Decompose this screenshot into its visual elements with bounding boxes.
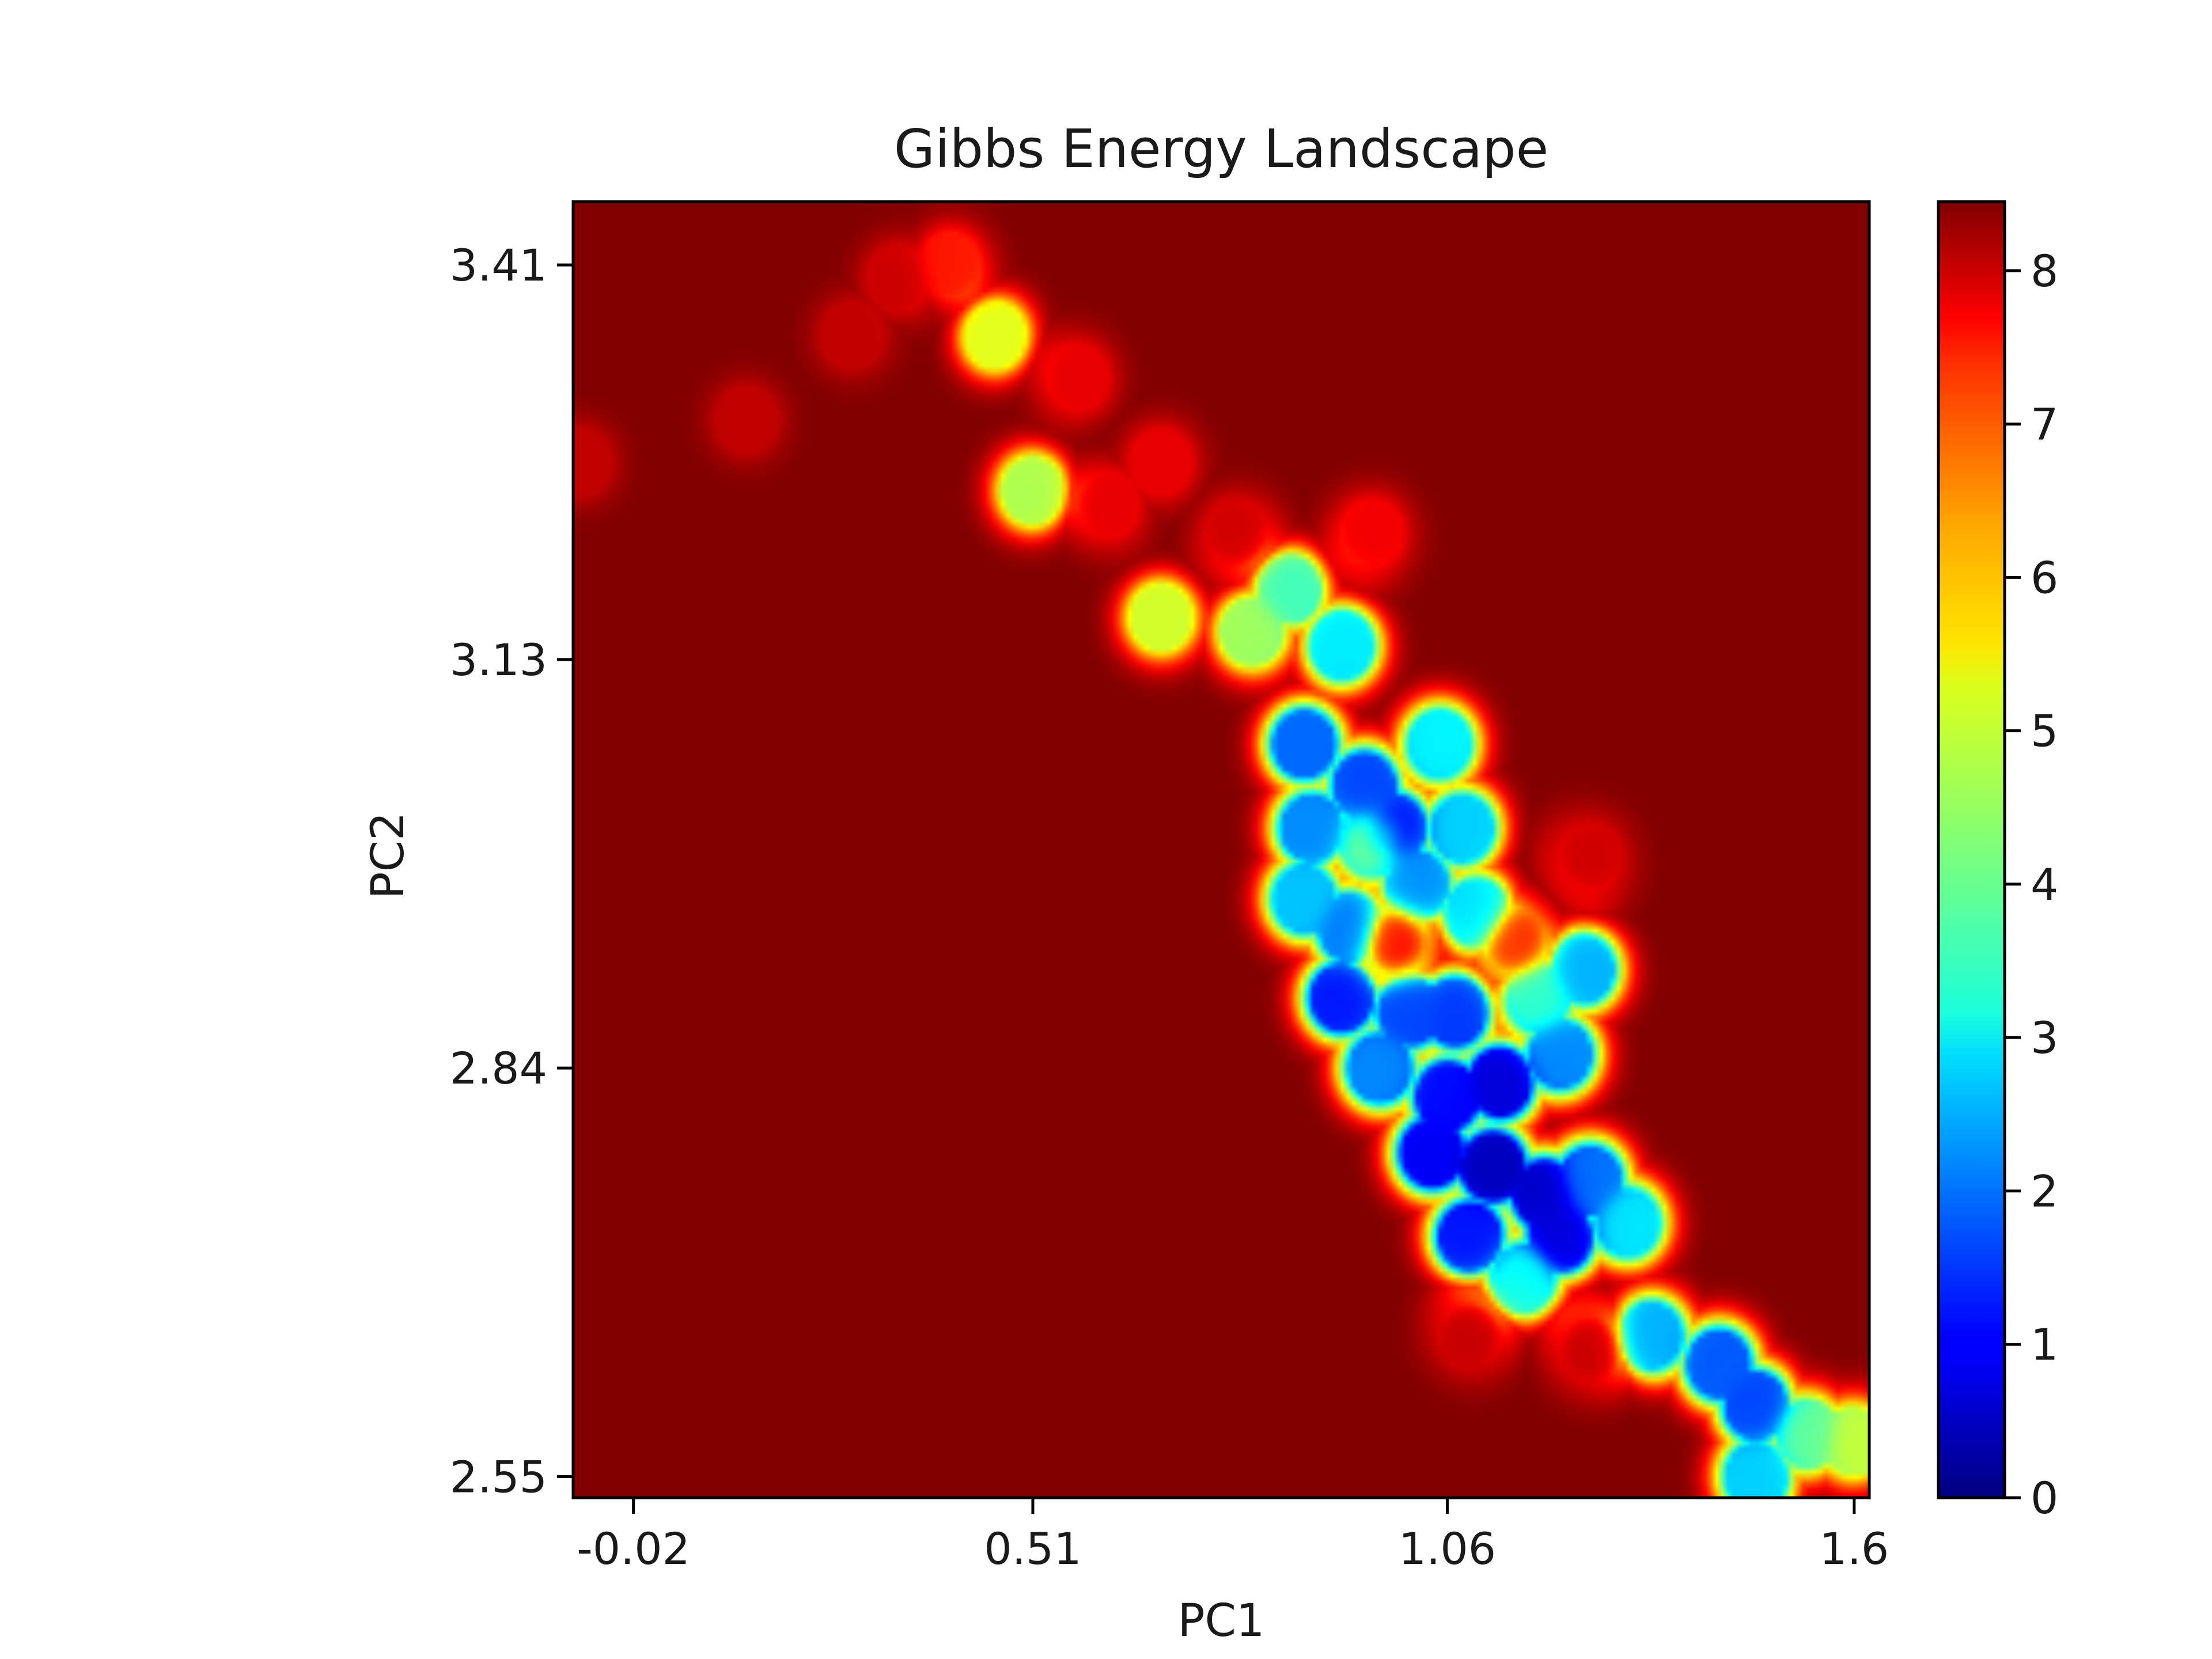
colorbar-tick-label: 2 [2031, 1165, 2058, 1217]
chart-title: Gibbs Energy Landscape [894, 118, 1548, 180]
x-tick-label: 1.06 [1399, 1523, 1496, 1574]
colorbar: 0 1 2 3 4 5 6 7 8 [1937, 200, 2058, 1524]
colorbar-tick-label: 0 [2031, 1472, 2058, 1524]
x-tick-label: 1.6 [1819, 1523, 1889, 1574]
y-tick-label: 2.55 [450, 1451, 547, 1502]
x-axis-ticks: -0.02 0.51 1.06 1.6 [577, 1498, 1889, 1574]
y-tick-label: 2.84 [450, 1043, 547, 1094]
colorbar-tick-label: 8 [2031, 245, 2058, 297]
colorbar-tick-label: 6 [2031, 552, 2058, 603]
colorbar-gradient [1937, 200, 2006, 1499]
x-axis-label: PC1 [1177, 1595, 1264, 1647]
y-tick-label: 3.13 [450, 634, 547, 685]
heatmap-area [571, 200, 1871, 1499]
x-tick-label: 0.51 [984, 1523, 1081, 1574]
colorbar-tick-label: 7 [2031, 399, 2058, 450]
colorbar-tick-label: 5 [2031, 706, 2058, 757]
y-tick-label: 3.41 [450, 240, 547, 291]
colorbar-tick-label: 1 [2031, 1319, 2058, 1370]
plot-frame [571, 200, 1871, 1499]
x-tick-label: -0.02 [577, 1523, 690, 1574]
heatmap-canvas [573, 202, 1869, 1498]
y-axis-label: PC2 [362, 812, 414, 899]
colorbar-tick-label: 4 [2031, 859, 2058, 910]
colorbar-ticks: 0 1 2 3 4 5 6 7 8 [2005, 245, 2058, 1524]
y-axis-ticks: 2.55 2.84 3.13 3.41 [450, 240, 573, 1502]
colorbar-tick-label: 3 [2031, 1012, 2058, 1063]
